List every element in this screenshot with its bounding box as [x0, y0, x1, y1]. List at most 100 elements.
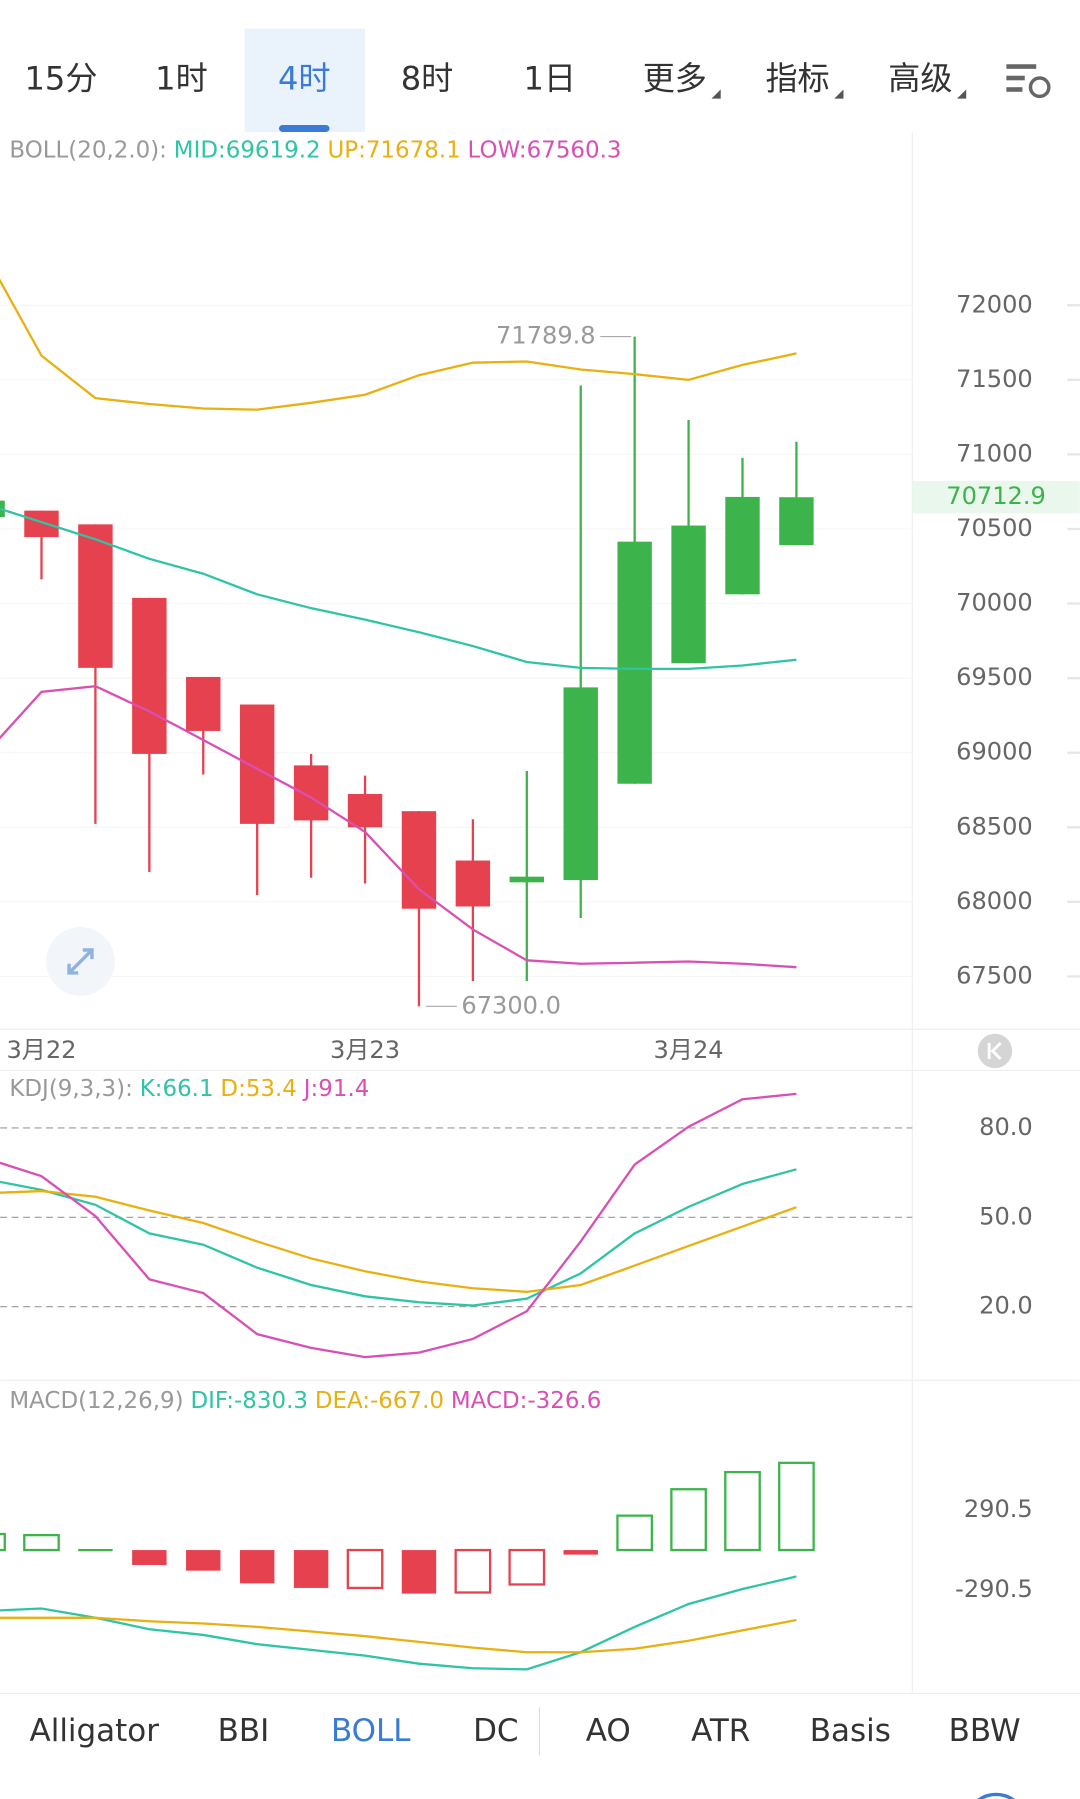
candle-body — [293, 765, 329, 821]
legend: MACD(12,26,9) DIF:-830.3 DEA:-667.0 MACD:-3… — [9, 1387, 601, 1413]
candle-body — [455, 860, 491, 907]
candle-body — [401, 811, 437, 909]
y-tick-label: 70000 — [956, 589, 1033, 617]
legend-entry: MACD:-326.6 — [451, 1387, 601, 1413]
candle-body — [509, 876, 545, 883]
indicator-line — [0, 1168, 797, 1307]
candle-body — [239, 704, 275, 824]
y-tick-label: 50.0 — [979, 1202, 1033, 1230]
macd-bar — [293, 1550, 329, 1588]
timeframe-tab[interactable]: 8时 — [401, 59, 454, 97]
candle-body — [779, 497, 814, 546]
macd-bar — [132, 1550, 167, 1565]
indicator-tab[interactable]: BBW — [949, 1713, 1021, 1749]
legend-entry: LOW:67560.3 — [468, 137, 622, 163]
y-tick-label: 71500 — [956, 365, 1033, 393]
tab-highlight — [244, 28, 366, 132]
y-tick-label: 69000 — [956, 738, 1033, 766]
candle-body — [132, 597, 167, 754]
x-tick-label: 3月24 — [654, 1036, 724, 1064]
indicator-line — [0, 1575, 797, 1671]
timeframe-tab[interactable]: 指标 — [765, 59, 829, 97]
macd-bar — [724, 1470, 761, 1552]
macd-bar — [401, 1550, 437, 1594]
indicator-line — [0, 1616, 797, 1654]
macd-bar — [508, 1548, 546, 1586]
indicator-tab[interactable]: BOLL — [331, 1713, 411, 1749]
macd-bar — [670, 1488, 707, 1552]
y-tick-label: 68500 — [956, 812, 1033, 840]
timeframe-tab[interactable]: 1时 — [155, 59, 208, 97]
indicator-line — [0, 685, 797, 969]
legend-entry: DEA:-667.0 — [315, 1387, 444, 1413]
timeframe-tab[interactable]: 4时 — [278, 59, 331, 97]
candle-body — [186, 676, 221, 731]
x-tick-label: 3月22 — [6, 1036, 76, 1064]
expand-button[interactable] — [46, 927, 115, 996]
settings-icon[interactable] — [1006, 64, 1051, 99]
y-tick-label: 70500 — [956, 514, 1033, 542]
macd-bar — [0, 1532, 6, 1552]
y-tick-label: 69500 — [956, 663, 1033, 691]
candle-body — [78, 524, 113, 668]
candle-body — [24, 510, 59, 538]
legend: KDJ(9,3,3): K:66.1 D:53.4 J:91.4 — [9, 1075, 369, 1101]
legend-entry: DIF:-830.3 — [190, 1387, 308, 1413]
macd-bar — [778, 1461, 815, 1552]
indicator-line — [0, 278, 797, 411]
legend-entry: MID:69619.2 — [174, 137, 321, 163]
macd-bar — [346, 1548, 384, 1590]
legend: BOLL(20,2.0): MID:69619.2 UP:71678.1 LOW:67… — [9, 137, 621, 163]
candle-body — [563, 687, 598, 881]
reset-button[interactable] — [977, 1033, 1013, 1069]
y-tick-label: 71000 — [956, 439, 1033, 467]
y-tick-label: 68000 — [956, 887, 1033, 915]
macd-bar — [186, 1550, 221, 1571]
annotation: 71789.8 — [496, 322, 596, 350]
timeframe-tab[interactable]: 高级 — [888, 59, 952, 97]
candle-body — [617, 541, 652, 784]
last-price-box — [912, 481, 1080, 514]
tab-underline — [278, 125, 330, 132]
indicator-tab[interactable]: BBI — [218, 1713, 270, 1749]
timeframe-tab[interactable]: 15分 — [25, 59, 98, 97]
timeframe-tab[interactable]: 1日 — [523, 59, 576, 97]
legend-entry: D:53.4 — [220, 1075, 296, 1101]
macd-bar — [563, 1550, 598, 1555]
timeframe-tab[interactable]: 更多 — [643, 59, 707, 97]
candle-body — [725, 496, 760, 595]
macd-bar — [239, 1550, 275, 1584]
candle-body — [671, 525, 706, 664]
candle-body — [347, 794, 383, 828]
indicator-line — [0, 507, 797, 671]
macd-bar — [23, 1533, 60, 1552]
indicator-tab[interactable]: AO — [586, 1713, 631, 1749]
y-tick-label: 67500 — [956, 961, 1033, 989]
indicator-tab[interactable]: Alligator — [30, 1713, 160, 1749]
indicator-tab[interactable]: ATR — [691, 1713, 750, 1749]
annotation: 67300.0 — [461, 991, 561, 1019]
legend-entry: J:91.4 — [302, 1075, 370, 1101]
macd-bar — [616, 1514, 654, 1552]
dropdown-caret — [711, 89, 721, 99]
y-tick-label: 290.5 — [964, 1495, 1033, 1523]
legend-title: MACD(12,26,9) — [9, 1387, 183, 1413]
indicator-line — [0, 1189, 797, 1293]
indicator-tab[interactable]: Basis — [810, 1713, 891, 1749]
y-tick-label: 20.0 — [979, 1292, 1033, 1320]
y-tick-label: 72000 — [956, 290, 1033, 318]
legend-entry: K:66.1 — [140, 1075, 214, 1101]
indicator-tab[interactable]: DC — [473, 1713, 518, 1749]
legend-title: KDJ(9,3,3): — [9, 1075, 132, 1101]
legend-entry: UP:71678.1 — [327, 137, 460, 163]
y-tick-label: 80.0 — [979, 1113, 1033, 1141]
legend-title: BOLL(20,2.0): — [9, 137, 167, 163]
macd-bar — [454, 1548, 492, 1594]
last-price-label: 70712.9 — [946, 482, 1046, 510]
dropdown-caret — [834, 89, 844, 99]
indicator-line — [0, 1092, 797, 1359]
floating-button[interactable] — [966, 1792, 1026, 1799]
macd-bar — [78, 1548, 113, 1552]
